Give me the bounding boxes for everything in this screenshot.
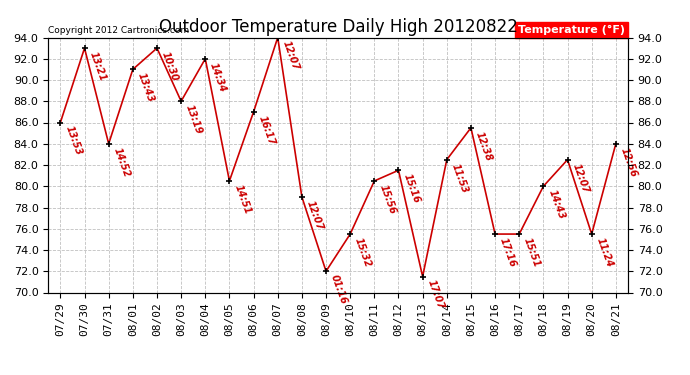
Text: 14:52: 14:52 [112,146,132,178]
Text: 14:34: 14:34 [208,61,228,93]
Text: 14:43: 14:43 [546,188,566,221]
Text: 15:51: 15:51 [522,236,542,268]
Text: 15:32: 15:32 [353,236,373,268]
Text: Copyright 2012 Cartronics.com: Copyright 2012 Cartronics.com [48,26,190,35]
Text: 12:56: 12:56 [619,146,639,178]
Text: 15:56: 15:56 [377,183,397,216]
Text: 12:07: 12:07 [571,162,591,194]
Text: 15:16: 15:16 [402,172,422,205]
Text: 13:19: 13:19 [184,104,204,136]
Text: Temperature (°F): Temperature (°F) [518,25,625,35]
Text: 12:07: 12:07 [305,199,325,231]
Text: 12:38: 12:38 [474,130,494,162]
Text: 16:17: 16:17 [257,114,277,146]
Text: 11:53: 11:53 [450,162,470,194]
Text: 13:43: 13:43 [136,72,156,104]
Text: 13:53: 13:53 [63,124,83,157]
Text: 17:16: 17:16 [498,236,518,268]
Text: 17:07: 17:07 [426,279,446,311]
Text: 14:51: 14:51 [233,183,253,216]
Text: 11:24: 11:24 [595,236,615,268]
Title: Outdoor Temperature Daily High 20120822: Outdoor Temperature Daily High 20120822 [159,18,518,36]
Text: 10:30: 10:30 [160,50,180,82]
Text: 12:07: 12:07 [281,40,301,72]
Text: 13:21: 13:21 [88,50,108,82]
Text: 01:16: 01:16 [329,273,349,306]
